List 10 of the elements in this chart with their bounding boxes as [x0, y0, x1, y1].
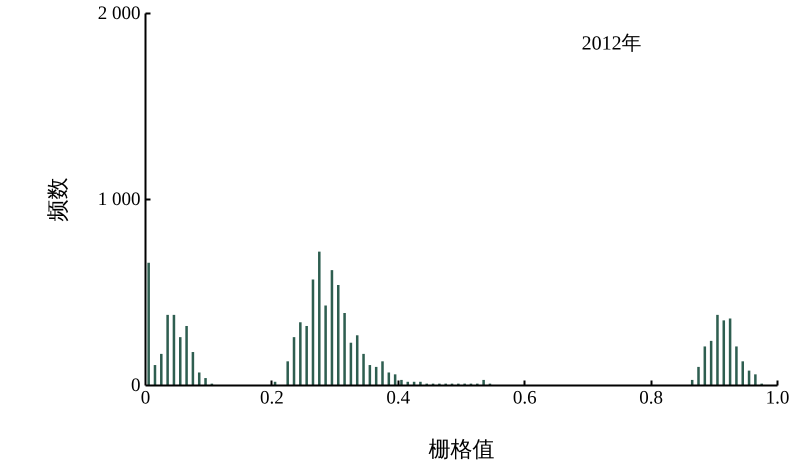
y-tick-label: 1 000 [98, 189, 140, 210]
y-axis-title: 频数 [44, 178, 70, 222]
x-tick-label: 0.8 [639, 388, 663, 408]
x-tick-label: 1.0 [766, 388, 790, 408]
x-axis-title: 栅格值 [428, 436, 494, 462]
y-tick-label: 2 000 [98, 3, 140, 24]
x-tick-label: 0.2 [260, 388, 284, 408]
x-tick-label: 0.6 [512, 388, 537, 408]
x-tick-label: 0.4 [386, 388, 411, 408]
annotation: 2012年 [582, 32, 642, 54]
